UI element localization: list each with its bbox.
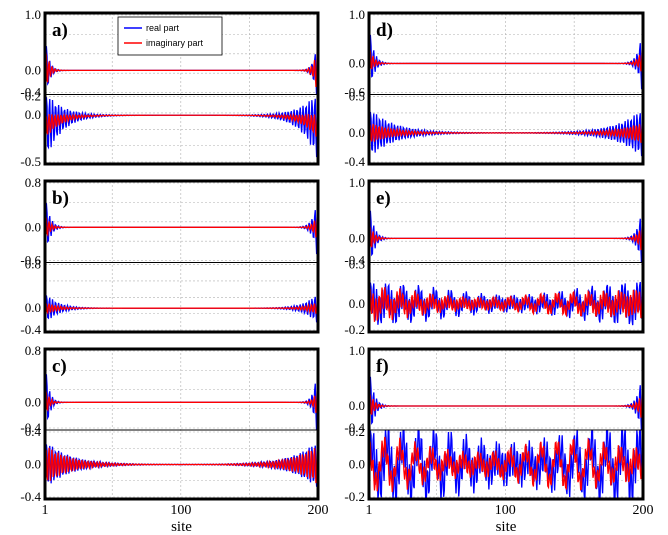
y-tick-label: -0.4 <box>344 253 365 268</box>
series-imag-line <box>45 213 318 238</box>
x-tick-label: 100 <box>170 503 191 518</box>
x-tick-label: 200 <box>308 503 329 518</box>
x-axis-label: site <box>496 519 517 535</box>
panel-label: d) <box>376 20 393 41</box>
y-tick-label: -0.4 <box>344 420 365 435</box>
y-tick-label: -0.4 <box>344 154 365 169</box>
subplot-frame <box>43 11 320 166</box>
subplot-c: 0.80.0-0.40.40.0-0.4c) <box>20 343 320 504</box>
panel-upper: 1.0 0.0 -0.4 <box>344 175 643 268</box>
y-tick-label: -0.4 <box>20 420 41 435</box>
series-real-line <box>45 354 318 430</box>
y-tick-label: -0.4 <box>20 322 41 337</box>
y-tick-label: -0.4 <box>20 489 41 504</box>
legend: real part imaginary part <box>117 16 223 56</box>
y-tick-label: 0.2 <box>349 424 365 439</box>
legend-label: real part <box>146 23 180 33</box>
y-tick-label: 1.0 <box>349 343 365 358</box>
subplot-frame <box>43 347 320 501</box>
y-tick-label: 0.5 <box>349 89 365 104</box>
series-imag-line <box>369 45 643 72</box>
panel-label: f) <box>376 356 389 377</box>
y-tick-label: 0.0 <box>349 296 365 311</box>
panel-upper: 0.8 0.0 -0.4 <box>20 343 318 435</box>
x-axis-label: site <box>171 519 192 535</box>
y-tick-label: 0.0 <box>349 125 365 140</box>
x-tick-label: 1 <box>42 503 49 518</box>
subplot-frame <box>367 179 645 334</box>
y-tick-label: 0.0 <box>25 300 41 315</box>
y-tick-label: 0.2 <box>25 89 41 104</box>
x-tick-label: 200 <box>633 503 654 518</box>
series-imag-line <box>45 444 318 484</box>
y-tick-label: -0.2 <box>344 322 365 337</box>
y-tick-label: 0.0 <box>25 107 41 122</box>
subplot-frame <box>367 347 645 501</box>
subplot-d: 1.0 0.0 -0.60.5 0.0 -0.4 d) <box>344 7 645 169</box>
y-tick-label: -0.2 <box>344 489 365 504</box>
series-imag-line <box>369 222 643 251</box>
series-real-line <box>369 18 643 95</box>
panel-lower: 0.3 0.0 -0.2 <box>344 257 643 337</box>
subplot-a: 1.0 0.0 -0.40.2 0.0 -0.5 a) <box>20 7 320 169</box>
y-tick-label: 0.0 <box>25 457 41 472</box>
y-tick-label: 1.0 <box>349 7 365 22</box>
subplot-frame <box>43 179 320 334</box>
panel-upper: 1.0 0.0 -0.6 <box>344 7 643 100</box>
legend-box <box>117 16 223 56</box>
series-real-line <box>369 194 643 263</box>
legend-label: imaginary part <box>146 38 204 48</box>
series-imag-line <box>369 436 643 493</box>
panel-upper: 1.0 0.0 -0.4 <box>344 343 643 435</box>
panel-lower: 0.4 0.0 -0.4 <box>20 424 318 504</box>
y-tick-label: 0.0 <box>25 394 41 409</box>
y-tick-label: 0.0 <box>349 230 365 245</box>
panel-lower: 0.5 0.0 -0.4 <box>344 89 643 169</box>
panel-label: e) <box>376 188 391 209</box>
y-tick-label: -0.4 <box>20 85 41 100</box>
y-tick-label: -0.5 <box>20 154 41 169</box>
y-tick-label: 0.0 <box>349 398 365 413</box>
subplot-f: 1.0 0.0 -0.40.2 0.0 -0.2 f) <box>344 343 645 504</box>
panel-lower: 0.2 0.0 -0.2 <box>344 424 643 504</box>
y-tick-label: 1.0 <box>25 7 41 22</box>
panel-label: b) <box>52 188 69 209</box>
y-tick-label: -0.6 <box>20 253 41 268</box>
x-tick-label: 1 <box>366 503 373 518</box>
y-tick-label: 0.4 <box>25 424 42 439</box>
series-imag-line <box>45 45 318 88</box>
subplot-frame <box>367 11 645 166</box>
subplot-e: 1.0 0.0 -0.40.3 0.0 -0.2 e) <box>344 175 645 337</box>
series-real-line <box>369 359 643 430</box>
series-imag-line <box>369 389 643 418</box>
panel-label: a) <box>52 20 68 41</box>
series-imag-line <box>45 112 318 137</box>
series-real-line <box>45 94 318 161</box>
x-tick-label: 100 <box>495 503 516 518</box>
y-tick-label: 0.8 <box>25 257 41 272</box>
y-tick-label: 0.3 <box>349 257 365 272</box>
y-tick-label: 0.8 <box>25 175 41 190</box>
y-tick-label: 0.0 <box>349 457 365 472</box>
series-imag-line <box>369 287 643 322</box>
y-tick-label: -0.6 <box>344 85 365 100</box>
y-tick-label: 1.0 <box>349 175 365 190</box>
series-imag-line <box>369 122 643 143</box>
y-tick-label: 0.8 <box>25 343 41 358</box>
panel-upper: 0.8 0.0 -0.6 <box>20 175 318 268</box>
panel-label: c) <box>52 356 67 377</box>
series-imag-line <box>45 301 318 315</box>
subplot-b: 0.80.0-0.60.80.0-0.4b) <box>20 175 320 337</box>
y-tick-label: 0.0 <box>25 219 41 234</box>
y-tick-label: 0.0 <box>349 55 365 70</box>
panel-lower: 0.2 0.0 -0.5 <box>20 89 318 169</box>
panel-lower: 0.8 0.0 -0.4 <box>20 257 318 337</box>
series-imag-line <box>45 386 318 413</box>
y-tick-label: 0.0 <box>25 62 41 77</box>
